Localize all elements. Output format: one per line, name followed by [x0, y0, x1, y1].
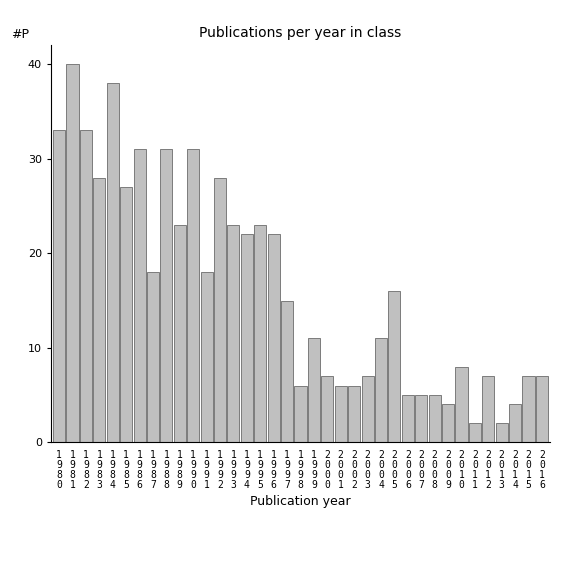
Bar	[120, 187, 132, 442]
Bar	[133, 149, 146, 442]
Bar	[509, 404, 521, 442]
Bar	[362, 376, 374, 442]
Bar	[214, 177, 226, 442]
Bar	[254, 225, 266, 442]
Bar	[469, 424, 481, 442]
Bar	[483, 376, 494, 442]
Bar	[66, 64, 78, 442]
Bar	[402, 395, 414, 442]
Bar	[429, 395, 441, 442]
Bar	[107, 83, 119, 442]
Bar	[375, 338, 387, 442]
Bar	[281, 301, 293, 442]
Bar	[415, 395, 428, 442]
Bar	[442, 404, 454, 442]
Bar	[335, 386, 347, 442]
Text: #P: #P	[11, 28, 29, 41]
Bar	[80, 130, 92, 442]
Bar	[536, 376, 548, 442]
Bar	[294, 386, 307, 442]
Bar	[308, 338, 320, 442]
Bar	[388, 291, 400, 442]
Bar	[348, 386, 360, 442]
Bar	[241, 234, 253, 442]
Bar	[147, 272, 159, 442]
Bar	[523, 376, 535, 442]
Bar	[455, 367, 468, 442]
Bar	[227, 225, 239, 442]
Bar	[160, 149, 172, 442]
Bar	[268, 234, 280, 442]
Bar	[201, 272, 213, 442]
Bar	[174, 225, 186, 442]
Title: Publications per year in class: Publications per year in class	[200, 26, 401, 40]
Bar	[187, 149, 199, 442]
Bar	[496, 424, 507, 442]
Bar	[53, 130, 65, 442]
X-axis label: Publication year: Publication year	[250, 496, 351, 509]
Bar	[94, 177, 105, 442]
Bar	[321, 376, 333, 442]
